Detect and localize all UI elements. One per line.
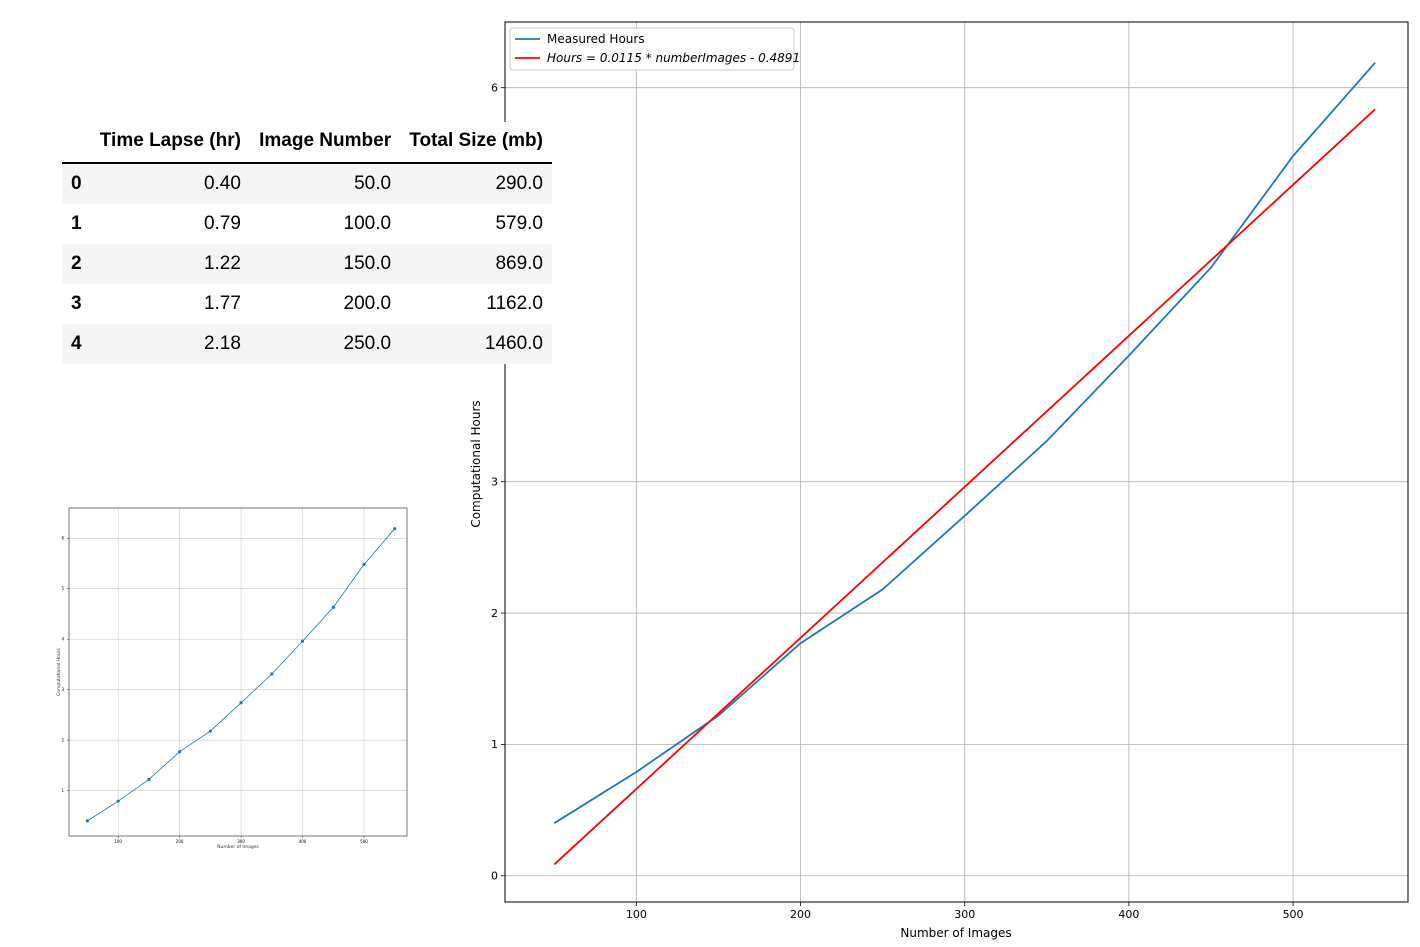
table-cell: 290.0 — [400, 163, 552, 204]
table-cell-index: 4 — [62, 324, 91, 364]
y-tick-label: 6 — [61, 536, 64, 541]
table-row: 2 1.22 150.0 869.0 — [62, 244, 552, 284]
table-cell: 0.40 — [90, 163, 250, 204]
legend-box — [509, 27, 795, 71]
table-cell: 150.0 — [249, 244, 401, 284]
x-tick-label: 300 — [237, 839, 245, 844]
table-header-index — [62, 122, 91, 164]
data-point — [147, 777, 151, 782]
y-tick-label: 2 — [491, 607, 498, 620]
table-header-time-lapse: Time Lapse (hr) — [90, 122, 250, 164]
table-cell: 1162.0 — [486, 293, 543, 314]
thumbnail-x-axis-label: Number of Images — [217, 844, 259, 850]
data-point — [208, 729, 212, 733]
thumbnail-y-ticks: 1 2 3 4 5 6 — [61, 536, 69, 793]
chart-gridlines — [505, 22, 1408, 902]
table-header-row: Time Lapse (hr) Image Number Total Size … — [62, 122, 552, 164]
data-point — [362, 562, 366, 567]
thumbnail-y-axis-label: Computational Hours — [56, 647, 62, 695]
table-cell-index: 0 — [62, 163, 91, 204]
table-cell-index: 3 — [71, 293, 82, 314]
table-row: 3 1.77 200.0 1162.0 — [62, 284, 552, 324]
table-cell: 250.0 — [249, 324, 401, 364]
table-row: 0 0.40 50.0 290.0 — [62, 163, 552, 204]
table-cell: 50.0 — [249, 163, 401, 204]
series-line-0 — [553, 62, 1376, 824]
legend-label-fit: Hours = 0.0115 * numberImages - 0.4891 — [547, 51, 800, 65]
table-cell: 200.0 — [343, 293, 392, 314]
data-table: Time Lapse (hr) Image Number Total Size … — [62, 122, 552, 364]
chart-plot-frame — [504, 21, 1409, 903]
y-axis-ticks: 0 1 2 3 6 — [491, 82, 505, 883]
series-line-1 — [553, 108, 1376, 866]
legend-label-measured: Measured Hours — [547, 32, 645, 46]
data-point — [85, 819, 90, 823]
thumbnail-x-ticks: 100 200 300 400 500 — [114, 836, 368, 844]
data-point — [239, 701, 243, 705]
x-tick-label: 300 — [954, 908, 975, 921]
x-tick-label: 200 — [790, 908, 811, 921]
x-tick-label: 400 — [1118, 908, 1139, 921]
data-point — [116, 799, 120, 803]
y-tick-label: 5 — [61, 586, 64, 591]
y-tick-label: 3 — [61, 687, 64, 692]
y-tick-label: 4 — [61, 637, 64, 642]
data-point — [331, 605, 335, 610]
x-tick-label: 100 — [626, 908, 647, 921]
y-tick-label: 1 — [61, 788, 64, 793]
table-cell-index: 1 — [71, 213, 82, 234]
x-tick-label: 500 — [1283, 908, 1304, 921]
data-point — [393, 527, 397, 531]
x-tick-label: 400 — [299, 839, 307, 844]
table-cell: 869.0 — [400, 244, 552, 284]
table-cell-index: 2 — [62, 244, 91, 284]
data-point — [270, 672, 274, 676]
thumbnail-series — [85, 527, 397, 823]
table-cell: 0.79 — [203, 213, 241, 234]
table-cell: 1.22 — [90, 244, 250, 284]
x-axis-ticks: 100 200 300 400 500 — [626, 902, 1304, 921]
table-cell: 2.18 — [90, 324, 250, 364]
x-tick-label: 500 — [360, 839, 368, 844]
table-cell: 100.0 — [343, 213, 392, 234]
data-point — [178, 750, 182, 754]
chart-series-lines — [553, 62, 1376, 866]
y-tick-label: 1 — [491, 738, 498, 751]
table-header-image-number: Image Number — [249, 122, 401, 164]
chart-legend: Measured Hours Hours = 0.0115 * numberIm… — [509, 27, 800, 71]
y-tick-label: 6 — [491, 82, 498, 95]
table-row: 4 2.18 250.0 1460.0 — [62, 324, 552, 364]
y-axis-label: Computational Hours — [469, 400, 483, 527]
table-cell: 579.0 — [495, 213, 543, 234]
y-tick-label: 0 — [491, 870, 498, 883]
y-tick-label: 2 — [61, 738, 64, 743]
x-tick-label: 200 — [176, 839, 184, 844]
y-tick-label: 3 — [491, 476, 498, 489]
table-cell: 1.77 — [203, 293, 241, 314]
table-cell: 1460.0 — [400, 324, 552, 364]
data-point — [300, 639, 305, 643]
thumbnail-gridlines — [69, 508, 407, 836]
table-row: 1 0.79 100.0 579.0 — [62, 204, 552, 244]
thumbnail-plot-frame — [68, 507, 408, 837]
table-header-total-size: Total Size (mb) — [400, 122, 552, 164]
x-tick-label: 100 — [114, 839, 122, 844]
x-axis-label: Number of Images — [900, 926, 1011, 940]
